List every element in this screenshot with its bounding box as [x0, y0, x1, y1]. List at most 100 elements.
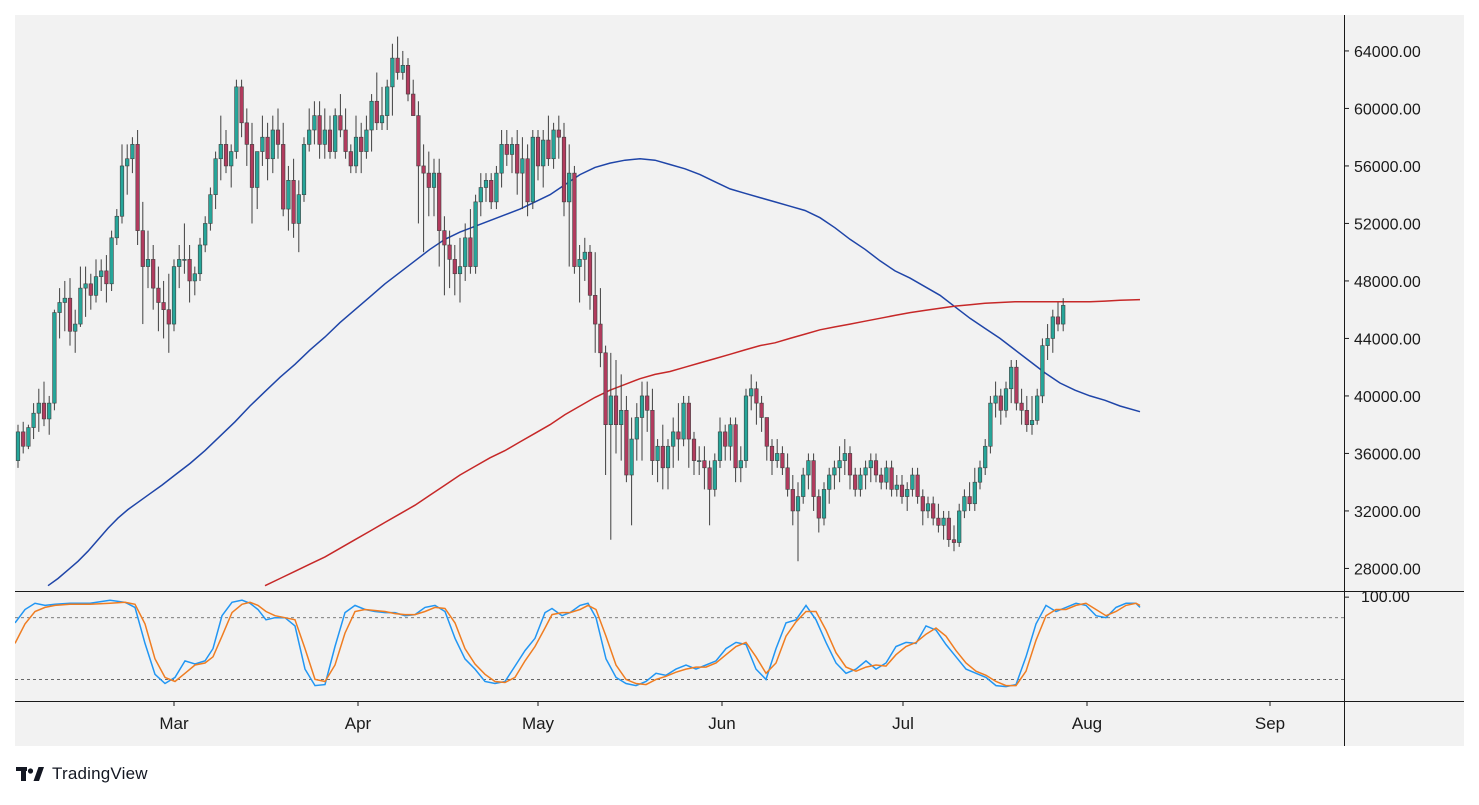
candle[interactable]	[707, 460, 712, 526]
candle[interactable]	[946, 510, 951, 547]
candle[interactable]	[1019, 388, 1024, 425]
candle[interactable]	[73, 309, 78, 353]
candle[interactable]	[858, 467, 863, 497]
candle[interactable]	[249, 122, 255, 224]
candle[interactable]	[811, 453, 816, 511]
candle[interactable]	[582, 237, 587, 281]
candle[interactable]	[130, 137, 135, 174]
candle[interactable]	[821, 482, 827, 526]
candle[interactable]	[161, 280, 166, 339]
candle[interactable]	[177, 245, 182, 289]
oscillator-line-2[interactable]	[15, 601, 1141, 687]
candle[interactable]	[327, 115, 333, 159]
candle[interactable]	[962, 489, 967, 519]
candle[interactable]	[899, 475, 905, 504]
candle[interactable]	[951, 525, 957, 552]
candle[interactable]	[57, 288, 62, 339]
candle[interactable]	[879, 467, 884, 490]
candle[interactable]	[99, 259, 104, 291]
candle[interactable]	[941, 510, 946, 540]
candle[interactable]	[400, 50, 405, 80]
candle[interactable]	[671, 417, 676, 468]
candle[interactable]	[993, 381, 998, 418]
candle[interactable]	[421, 144, 426, 253]
candle[interactable]	[754, 381, 759, 425]
candle[interactable]	[83, 266, 88, 317]
candle[interactable]	[764, 417, 769, 461]
candle[interactable]	[452, 245, 457, 296]
candle[interactable]	[723, 424, 728, 461]
moving-average-line-2[interactable]	[264, 298, 1141, 587]
candle[interactable]	[473, 194, 478, 274]
candle[interactable]	[733, 417, 738, 483]
candle[interactable]	[988, 395, 993, 454]
candle[interactable]	[364, 115, 369, 159]
candle[interactable]	[338, 94, 343, 138]
candle[interactable]	[832, 460, 837, 490]
candle[interactable]	[894, 475, 899, 497]
candle[interactable]	[125, 144, 130, 195]
price-axis[interactable]: 64000.00 60000.00 56000.00 52000.00 48000.00…	[1344, 44, 1421, 579]
candle[interactable]	[889, 460, 894, 497]
candle[interactable]	[515, 130, 520, 195]
candle[interactable]	[457, 237, 463, 303]
candle[interactable]	[551, 122, 556, 169]
candle[interactable]	[619, 374, 624, 461]
candle[interactable]	[114, 209, 119, 245]
candle[interactable]	[639, 381, 645, 461]
candle[interactable]	[520, 137, 525, 210]
candle[interactable]	[660, 424, 665, 490]
candle[interactable]	[1061, 298, 1066, 332]
candle[interactable]	[567, 144, 572, 267]
candle[interactable]	[577, 245, 582, 303]
candle[interactable]	[749, 374, 754, 411]
candle[interactable]	[977, 460, 983, 490]
candle[interactable]	[868, 453, 873, 483]
candle[interactable]	[109, 230, 114, 291]
candle[interactable]	[265, 122, 270, 181]
candle[interactable]	[41, 381, 47, 427]
candle[interactable]	[957, 503, 962, 547]
candle[interactable]	[359, 122, 364, 174]
candle[interactable]	[1009, 360, 1014, 404]
candle[interactable]	[307, 108, 312, 152]
candle[interactable]	[504, 130, 509, 166]
candle[interactable]	[405, 58, 411, 102]
candle[interactable]	[712, 453, 717, 497]
candle[interactable]	[1029, 395, 1035, 435]
candle[interactable]	[634, 403, 639, 461]
candle[interactable]	[468, 209, 473, 274]
candle[interactable]	[15, 424, 21, 468]
candle[interactable]	[593, 252, 598, 353]
candle[interactable]	[187, 245, 192, 303]
candle[interactable]	[223, 130, 229, 174]
candle[interactable]	[260, 115, 265, 166]
candle[interactable]	[769, 439, 775, 475]
candle[interactable]	[624, 395, 629, 483]
candle[interactable]	[385, 79, 390, 130]
candle[interactable]	[343, 108, 348, 159]
candle[interactable]	[229, 144, 234, 188]
candle[interactable]	[203, 216, 208, 253]
candle[interactable]	[806, 453, 811, 490]
candle[interactable]	[738, 446, 743, 483]
oscillator-axis[interactable]: 100.00	[1344, 589, 1410, 606]
candle[interactable]	[702, 446, 707, 490]
candle[interactable]	[291, 158, 296, 238]
candle[interactable]	[650, 388, 655, 475]
candle[interactable]	[608, 352, 613, 540]
candle[interactable]	[151, 245, 156, 310]
candle[interactable]	[598, 288, 603, 368]
candle[interactable]	[837, 446, 842, 483]
candle[interactable]	[426, 151, 431, 217]
candle[interactable]	[998, 388, 1003, 425]
candle[interactable]	[936, 503, 941, 533]
candle[interactable]	[795, 482, 801, 562]
candle[interactable]	[1035, 388, 1040, 425]
candle[interactable]	[728, 417, 733, 461]
oscillator-line-1[interactable]	[15, 599, 1141, 688]
candle[interactable]	[915, 467, 920, 504]
candle[interactable]	[197, 237, 203, 281]
candle[interactable]	[603, 345, 608, 475]
candle[interactable]	[348, 144, 353, 174]
